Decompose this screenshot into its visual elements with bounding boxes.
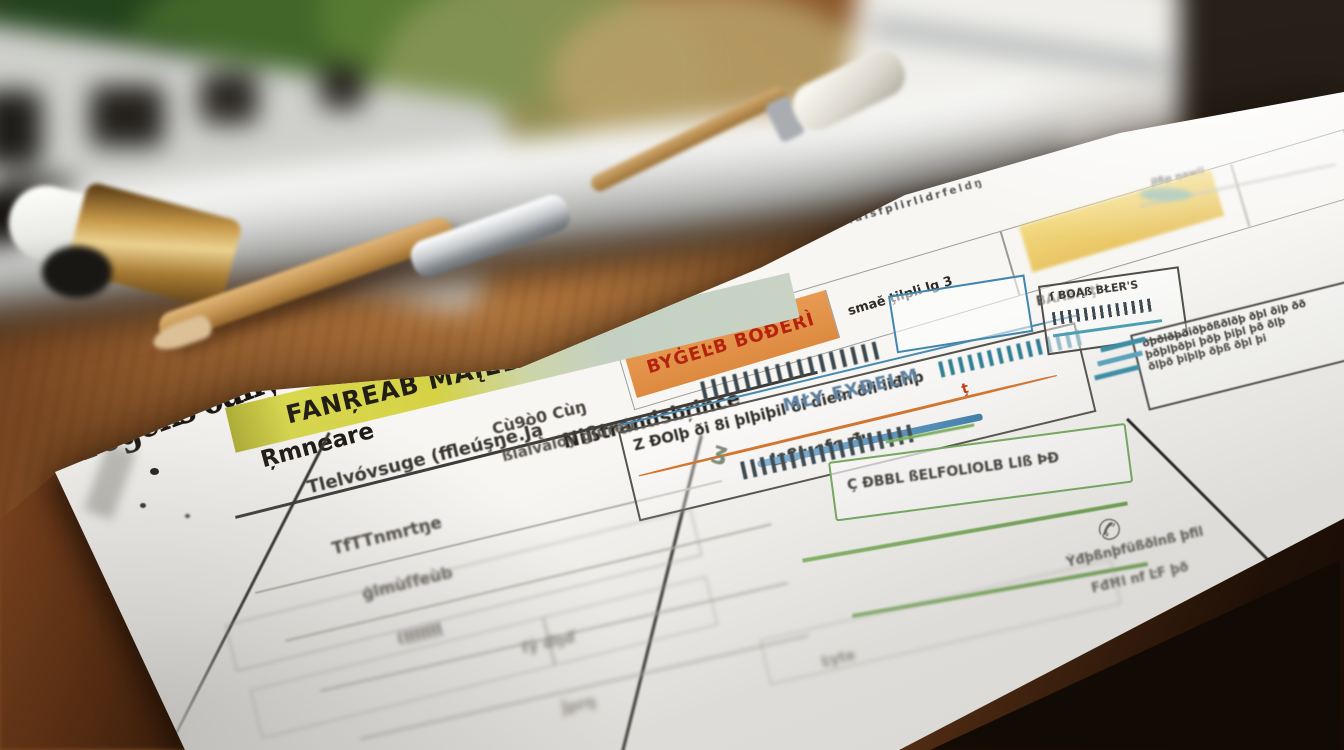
pen-dark-tip	[42, 246, 112, 298]
keyboard-key	[90, 85, 164, 147]
keyboard-key	[200, 72, 258, 124]
keyboard-key	[0, 90, 42, 166]
keyboard-key	[320, 65, 364, 109]
